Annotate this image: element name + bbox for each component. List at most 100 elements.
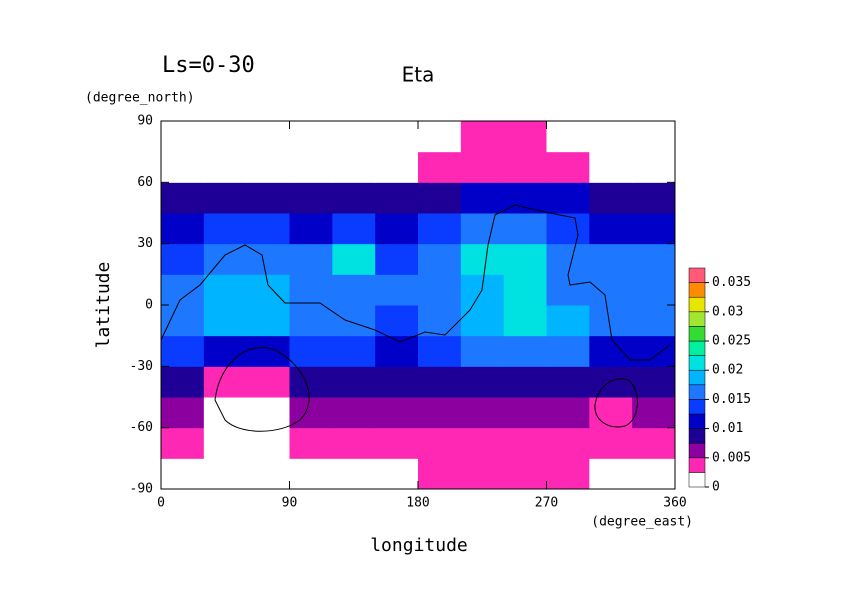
contour-cell bbox=[203, 335, 248, 367]
contour-cell bbox=[418, 305, 462, 337]
colorbar-tick-label: 0.03 bbox=[712, 304, 743, 319]
contour-cell bbox=[375, 182, 419, 214]
contour-cell bbox=[375, 213, 419, 245]
contour-cell bbox=[546, 182, 590, 214]
contour-cell bbox=[589, 366, 633, 398]
colorbar-swatch bbox=[688, 296, 706, 313]
chart-title: Eta bbox=[402, 63, 435, 87]
contour-cell bbox=[375, 397, 419, 429]
contour-cell bbox=[246, 458, 290, 490]
contour-cell bbox=[161, 458, 205, 490]
contour-cell bbox=[546, 121, 590, 153]
contour-cell bbox=[418, 427, 462, 459]
contour-cell bbox=[589, 397, 633, 429]
contour-cell bbox=[246, 305, 290, 337]
contour-cell bbox=[418, 366, 462, 398]
colorbar-tick-label: 0.005 bbox=[712, 450, 751, 465]
contour-cell bbox=[332, 427, 376, 459]
contour-cell bbox=[460, 427, 505, 459]
contour-cell bbox=[203, 274, 248, 306]
contour-cell bbox=[460, 213, 505, 245]
contour-cell bbox=[203, 397, 248, 429]
colorbar-tick-label: 0 bbox=[712, 480, 720, 495]
contour-cell bbox=[589, 182, 633, 214]
contour-cell bbox=[161, 213, 205, 245]
contour-cell bbox=[546, 274, 590, 306]
contour-cell bbox=[203, 427, 248, 459]
x-tick-label: 90 bbox=[282, 496, 298, 511]
colorbar-tick-label: 0.035 bbox=[712, 275, 751, 290]
contour-cell bbox=[418, 182, 462, 214]
contour-cell bbox=[332, 121, 376, 153]
y-tick-label: 30 bbox=[137, 236, 153, 251]
y-tick-label: -60 bbox=[130, 420, 153, 435]
colorbar-swatch bbox=[688, 442, 706, 459]
contour-cell bbox=[589, 151, 633, 183]
contour-cell bbox=[503, 335, 547, 367]
contour-cell bbox=[632, 182, 676, 214]
contour-cell bbox=[632, 427, 676, 459]
contour-cell bbox=[418, 458, 462, 490]
contour-cell bbox=[375, 121, 419, 153]
contour-cell bbox=[546, 427, 590, 459]
contour-cell bbox=[332, 335, 376, 367]
contour-cell bbox=[289, 151, 333, 183]
contour-cell bbox=[375, 305, 419, 337]
contour-cell bbox=[289, 243, 333, 275]
contour-cell bbox=[418, 397, 462, 429]
colorbar-tick-label: 0.01 bbox=[712, 421, 743, 436]
contour-cell bbox=[203, 121, 248, 153]
contour-cell bbox=[503, 397, 547, 429]
hellas-contour bbox=[214, 346, 310, 432]
colorbar-swatch bbox=[688, 311, 706, 327]
colorbar-swatch bbox=[688, 369, 706, 386]
colorbar-swatch bbox=[688, 428, 706, 444]
contour-cell bbox=[503, 121, 547, 153]
contour-cell bbox=[589, 458, 633, 490]
contour-cell bbox=[289, 427, 333, 459]
contour-cell bbox=[503, 305, 547, 337]
contour-cell bbox=[289, 182, 333, 214]
contour-cell bbox=[632, 121, 676, 153]
colorbar-swatch bbox=[688, 457, 706, 473]
contour-cell bbox=[246, 366, 290, 398]
contour-cell bbox=[460, 458, 505, 490]
contour-cell bbox=[546, 243, 590, 275]
contour-cell bbox=[460, 151, 505, 183]
contour-cell bbox=[503, 182, 547, 214]
contour-cell bbox=[503, 366, 547, 398]
contour-cell bbox=[418, 335, 462, 367]
contour-cell bbox=[418, 243, 462, 275]
contour-cell bbox=[503, 458, 547, 490]
contour-cell bbox=[332, 151, 376, 183]
colorbar-tick-label: 0.02 bbox=[712, 363, 743, 378]
contour-cell bbox=[546, 458, 590, 490]
contour-cell bbox=[161, 397, 205, 429]
contour-cell bbox=[161, 427, 205, 459]
contour-cell bbox=[546, 335, 590, 367]
x-tick-label: 180 bbox=[406, 496, 429, 511]
y-tick-label: 60 bbox=[137, 175, 153, 190]
x-tick-label: 270 bbox=[535, 496, 558, 511]
contour-cell bbox=[246, 243, 290, 275]
contour-cell bbox=[203, 458, 248, 490]
chart-subtitle: Ls=0-30 bbox=[162, 53, 255, 78]
contour-cell bbox=[546, 366, 590, 398]
contour-cell bbox=[589, 427, 633, 459]
contour-cell bbox=[375, 427, 419, 459]
contour-cell bbox=[632, 243, 676, 275]
colorbar-swatch bbox=[688, 267, 706, 283]
contour-cell bbox=[632, 397, 676, 429]
x-tick-label: 0 bbox=[157, 496, 165, 511]
contour-cell bbox=[546, 213, 590, 245]
contour-cell bbox=[546, 151, 590, 183]
colorbar-swatch bbox=[688, 472, 706, 488]
contour-cell bbox=[289, 458, 333, 490]
contour-cell bbox=[375, 458, 419, 490]
colorbar-swatch bbox=[688, 355, 706, 371]
contour-cell bbox=[418, 274, 462, 306]
contour-cell bbox=[289, 397, 333, 429]
contour-cell bbox=[632, 335, 676, 367]
contour-cell bbox=[332, 274, 376, 306]
y-tick-label: -90 bbox=[130, 482, 153, 497]
